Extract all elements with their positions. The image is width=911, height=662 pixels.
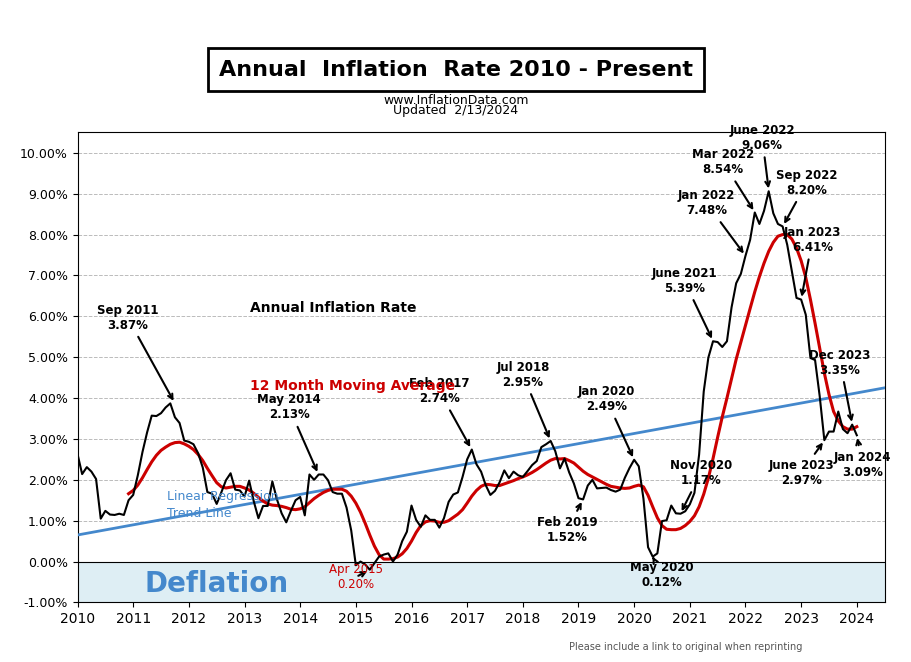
- Text: May 2014
2.13%: May 2014 2.13%: [257, 393, 321, 470]
- Text: Annual Inflation Rate: Annual Inflation Rate: [250, 301, 416, 315]
- Bar: [77, 561, 884, 602]
- Text: Deflation: Deflation: [145, 570, 289, 598]
- Text: Feb 2017
2.74%: Feb 2017 2.74%: [409, 377, 469, 445]
- Text: Please include a link to original when reprinting: Please include a link to original when r…: [568, 642, 802, 652]
- Text: June 2023
2.97%: June 2023 2.97%: [767, 444, 833, 487]
- Text: Linear Regression
Trend Line: Linear Regression Trend Line: [167, 490, 278, 520]
- Text: Jan 2020
2.49%: Jan 2020 2.49%: [577, 385, 634, 455]
- Text: June 2022
9.06%: June 2022 9.06%: [729, 124, 794, 186]
- Text: Jan 2022
7.48%: Jan 2022 7.48%: [677, 189, 742, 252]
- Text: Sep 2022
8.20%: Sep 2022 8.20%: [775, 169, 836, 222]
- Text: www.InflationData.com: www.InflationData.com: [383, 94, 528, 107]
- Text: Jan 2024
3.09%: Jan 2024 3.09%: [833, 440, 890, 479]
- Text: Jul 2018
2.95%: Jul 2018 2.95%: [496, 361, 549, 436]
- Text: Jan 2023
6.41%: Jan 2023 6.41%: [783, 226, 840, 295]
- Text: Sep 2011
3.87%: Sep 2011 3.87%: [97, 304, 172, 399]
- Text: June 2021
5.39%: June 2021 5.39%: [650, 267, 716, 337]
- Text: May 2020
0.12%: May 2020 0.12%: [630, 558, 693, 589]
- Text: Dec 2023
3.35%: Dec 2023 3.35%: [809, 348, 870, 420]
- Text: Annual  Inflation  Rate 2010 - Present: Annual Inflation Rate 2010 - Present: [219, 60, 692, 79]
- Text: 12 Month Moving Average: 12 Month Moving Average: [250, 379, 455, 393]
- Text: Nov 2020
1.17%: Nov 2020 1.17%: [669, 459, 732, 509]
- Text: Updated  2/13/2024: Updated 2/13/2024: [393, 104, 518, 117]
- Text: Apr 2015
0.20%: Apr 2015 0.20%: [329, 563, 383, 591]
- Text: Mar 2022
8.54%: Mar 2022 8.54%: [691, 148, 753, 208]
- Text: Feb 2019
1.52%: Feb 2019 1.52%: [537, 504, 597, 544]
